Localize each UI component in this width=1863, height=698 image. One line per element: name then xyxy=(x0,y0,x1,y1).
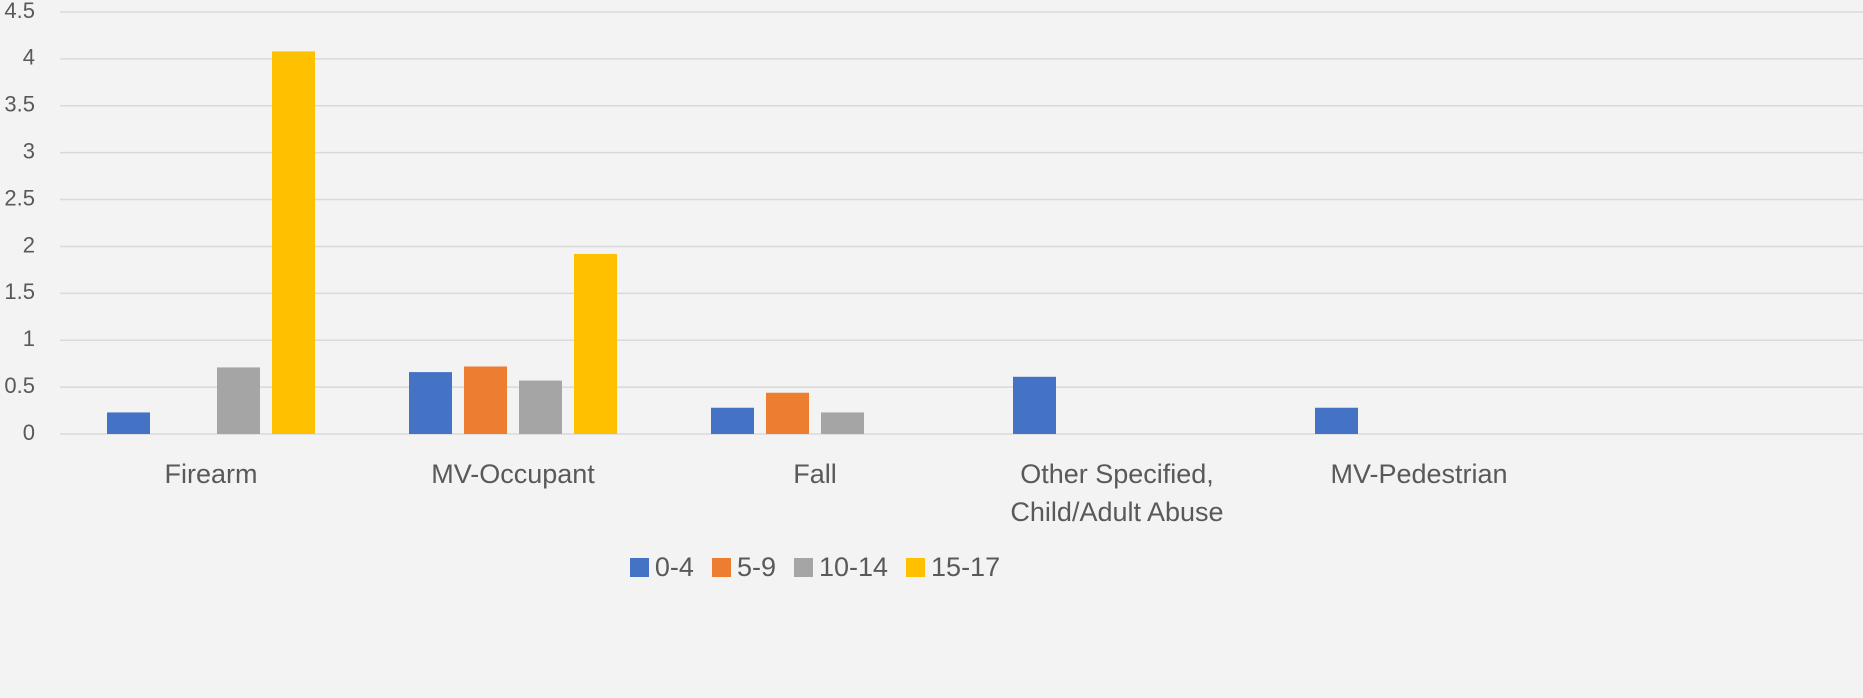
bar xyxy=(1315,407,1358,434)
y-tick-label: 0.5 xyxy=(4,373,35,398)
legend-swatch xyxy=(629,558,649,577)
y-tick-label: 4.5 xyxy=(4,0,35,23)
bar xyxy=(821,412,864,434)
y-tick-label: 3 xyxy=(23,138,35,163)
legend-swatch xyxy=(906,558,926,577)
bar xyxy=(1013,376,1056,434)
legend-item: 5-9 xyxy=(711,552,776,583)
legend-swatch xyxy=(711,558,731,577)
bar xyxy=(409,372,452,434)
legend-item: 15-17 xyxy=(906,552,1000,583)
legend-label: 10-14 xyxy=(818,552,889,582)
y-tick-label: 2.5 xyxy=(4,185,35,210)
bar xyxy=(464,366,507,434)
legend-label: 5-9 xyxy=(736,552,776,582)
legend-item: 0-4 xyxy=(629,552,694,583)
y-tick-label: 4 xyxy=(23,45,35,70)
x-tick-label: MV-Pedestrian xyxy=(1330,459,1508,489)
legend-label: 15-17 xyxy=(931,552,1001,582)
bar xyxy=(711,407,754,434)
bar xyxy=(217,367,260,434)
y-tick-label: 2 xyxy=(23,232,35,257)
bar xyxy=(272,51,315,435)
y-tick-label: 0 xyxy=(23,420,35,445)
bar xyxy=(107,412,150,434)
bar xyxy=(574,253,617,434)
x-tick-label: Other Specified, Child/Adult Abuse xyxy=(1010,459,1224,527)
y-tick-label: 1.5 xyxy=(4,279,35,304)
legend-label: 0-4 xyxy=(654,552,694,582)
y-tick-label: 1 xyxy=(23,326,35,351)
bar xyxy=(766,392,809,434)
legend: 0-4 5-9 10-14 15-17 xyxy=(0,552,1630,583)
y-tick-label: 3.5 xyxy=(4,92,35,117)
x-tick-label: MV-Occupant xyxy=(431,459,595,489)
legend-swatch xyxy=(793,558,813,577)
bar xyxy=(519,380,562,434)
x-tick-label: Firearm xyxy=(164,459,258,489)
legend-item: 10-14 xyxy=(793,552,889,583)
x-tick-label: Fall xyxy=(793,459,837,489)
